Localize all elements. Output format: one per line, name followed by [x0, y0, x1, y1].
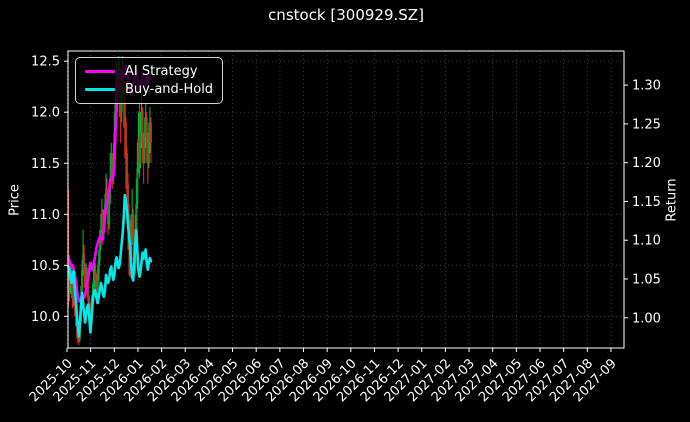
y-tick-label-right: 1.15	[632, 195, 661, 210]
candle-body	[92, 280, 95, 294]
candle-body	[98, 244, 101, 261]
y-tick-label-right: 1.10	[632, 234, 661, 249]
candle-body	[93, 270, 96, 281]
candle-body	[71, 285, 74, 296]
candle-body	[84, 270, 87, 286]
candle-body	[139, 132, 142, 164]
candle-body	[124, 122, 127, 154]
buy-and-hold-line-swatch	[85, 88, 115, 92]
candle-body	[141, 112, 144, 143]
candle-body	[138, 137, 141, 164]
y-tick-label-left: 12.0	[31, 106, 60, 121]
legend-label-ai-strategy: AI Strategy	[125, 63, 198, 79]
y-tick-label-left: 11.5	[31, 157, 60, 172]
y-tick-label-left: 11.0	[31, 208, 60, 223]
candle-body	[95, 280, 98, 291]
candle-body	[143, 137, 146, 164]
candle-body	[144, 117, 147, 138]
y-axis-label-return: Return	[664, 178, 680, 222]
legend: AI Strategy Buy-and-Hold	[75, 57, 223, 104]
candle-body	[140, 112, 143, 133]
y-tick-label-right: 1.05	[632, 272, 661, 287]
y-tick-label-right: 1.30	[632, 79, 661, 94]
y-tick-label-left: 10.0	[31, 310, 60, 325]
y-tick-label-left: 12.5	[31, 55, 60, 70]
y-tick-label-right: 1.20	[632, 156, 661, 171]
chart-title: cnstock [300929.SZ]	[268, 6, 424, 24]
candle-body	[81, 270, 84, 296]
candle-body	[142, 142, 145, 164]
candle-body	[148, 122, 151, 143]
candle-body	[137, 137, 140, 169]
legend-item-buy-and-hold: Buy-and-Hold	[85, 82, 213, 97]
legend-label-buy-and-hold: Buy-and-Hold	[125, 82, 214, 98]
candle-body	[83, 255, 86, 271]
candle-body	[136, 168, 139, 205]
candle-body	[107, 204, 110, 225]
candle-body	[126, 183, 129, 215]
candle-body	[123, 91, 126, 123]
axis-spines	[67, 50, 625, 349]
candle-body	[132, 214, 135, 245]
candle-body	[108, 198, 111, 225]
candle-body	[87, 285, 90, 302]
candle-body	[149, 122, 152, 143]
candle-body	[110, 163, 113, 179]
y-tick-label-right: 1.25	[632, 117, 661, 132]
candle-body	[111, 163, 114, 174]
y-tick-label-right: 1.00	[632, 311, 661, 326]
candle-body	[101, 214, 104, 233]
candle-body	[147, 142, 150, 164]
candle-body	[146, 142, 149, 164]
candle-body	[131, 214, 134, 240]
candle-body	[100, 214, 103, 230]
candle-body	[72, 287, 75, 296]
ai-strategy-line-swatch	[85, 69, 115, 73]
candle-body	[145, 117, 148, 143]
candle-body	[125, 153, 128, 184]
y-tick-label-left: 10.5	[31, 259, 60, 274]
y-axis-label-price: Price	[7, 184, 23, 216]
candle-body	[85, 273, 88, 286]
candle-body	[82, 255, 85, 271]
candle-body	[96, 275, 99, 291]
candle-body	[105, 188, 108, 205]
candle-body	[97, 260, 100, 276]
series-line-buy-and-hold	[67, 193, 153, 338]
candle-body	[135, 204, 138, 235]
candle-body	[106, 188, 109, 205]
candle-body	[94, 270, 97, 281]
legend-item-ai-strategy: AI Strategy	[85, 64, 213, 79]
